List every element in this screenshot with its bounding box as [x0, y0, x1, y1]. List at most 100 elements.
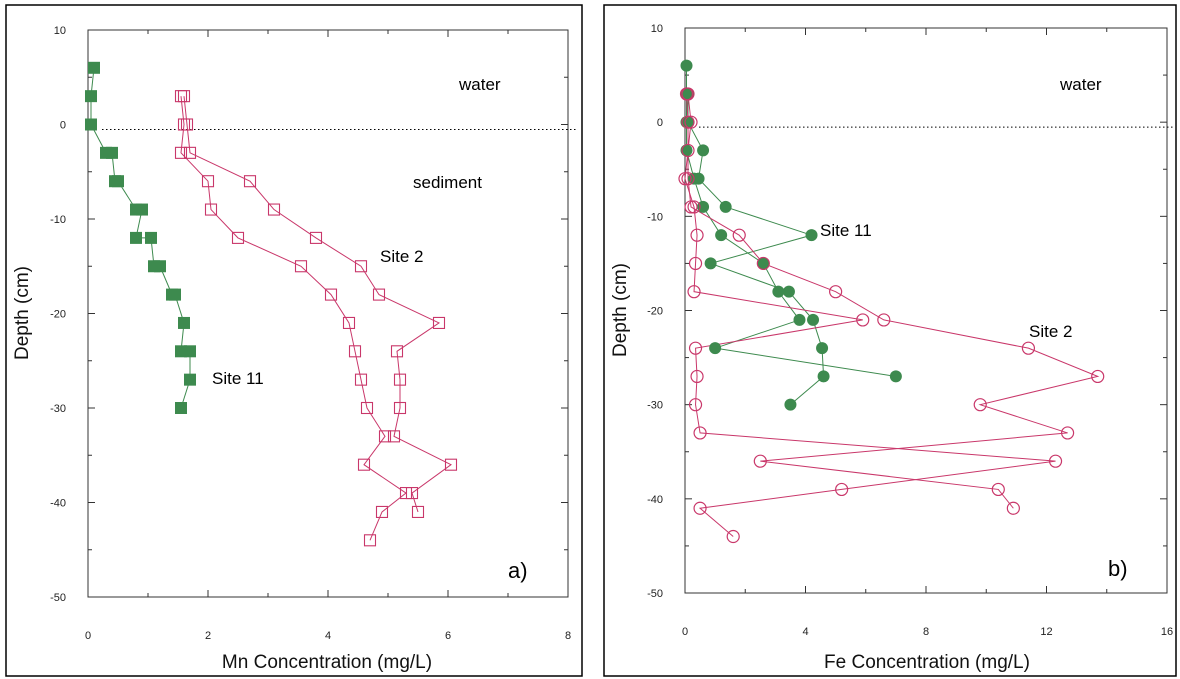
data-point-site2-b — [726, 529, 740, 544]
series-line-site2-b — [687, 93, 1100, 509]
x-tick-label-b: 4 — [802, 626, 808, 638]
data-point-site2-a — [324, 288, 338, 301]
y-tick-label-b: -40 — [647, 494, 663, 506]
data-point-site2-a — [375, 505, 389, 519]
x-tick-label-b: 0 — [682, 626, 688, 638]
panel-label-a: a) — [508, 558, 528, 583]
data-point-site2-b — [681, 87, 695, 101]
data-point-site2-a — [177, 90, 191, 103]
data-point-site2-a — [363, 534, 377, 547]
data-point-site11-b — [807, 313, 820, 326]
panel-a-plot-area — [87, 29, 569, 598]
data-point-site11-a — [106, 146, 118, 159]
data-point-site11-a — [169, 288, 181, 301]
y-tick-label-b: 10 — [651, 23, 663, 35]
water-label-a: water — [458, 75, 501, 94]
data-point-site2-a — [393, 373, 407, 386]
site2-label-b: Site 2 — [1029, 322, 1072, 341]
x-tick-label-a: 2 — [205, 630, 211, 642]
data-point-site2-a — [231, 231, 245, 244]
data-point-site11-b — [704, 257, 717, 270]
data-point-site2-b — [1060, 426, 1075, 440]
y-tick-label-a: -40 — [50, 498, 66, 510]
data-point-site2-b — [756, 256, 770, 271]
site2-label-a: Site 2 — [380, 247, 423, 266]
data-point-site11-a — [184, 373, 196, 386]
y-tick-label-a: -30 — [50, 403, 66, 415]
data-point-site2-a — [174, 146, 188, 159]
data-point-site2-b — [681, 172, 695, 186]
sediment-label: sediment — [413, 173, 482, 192]
data-point-site2-b — [684, 115, 698, 129]
data-point-site2-b — [690, 228, 704, 242]
data-point-site11-a — [154, 260, 166, 273]
data-point-site2-b — [688, 398, 703, 412]
data-point-site2-b — [1048, 454, 1063, 468]
data-point-site11-a — [130, 231, 142, 244]
site11-label-b: Site 11 — [820, 221, 872, 240]
data-point-site2-b — [835, 482, 849, 497]
data-point-site11-b — [782, 285, 795, 298]
data-point-site2-a — [243, 175, 257, 188]
data-point-site2-b — [687, 285, 701, 299]
data-point-site2-a — [267, 203, 281, 216]
y-tick-label-a: 10 — [54, 25, 66, 37]
data-point-site2-a — [180, 118, 194, 131]
panel-b-plot-area — [684, 27, 1168, 594]
x-tick-label-a: 0 — [85, 630, 91, 642]
data-point-site2-b — [681, 115, 695, 129]
data-point-site2-a — [204, 203, 218, 216]
data-point-site2-b — [693, 501, 707, 515]
data-point-site2-a — [183, 146, 197, 159]
panel-a-frame — [5, 4, 583, 677]
data-point-site11-b — [715, 229, 728, 242]
x-tick-label-b: 16 — [1161, 626, 1173, 638]
data-point-site11-a — [85, 90, 97, 103]
panel-label-b: b) — [1108, 556, 1128, 581]
data-point-site11-b — [816, 342, 829, 355]
data-point-site11-a — [112, 175, 124, 188]
data-point-site2-a — [354, 373, 368, 386]
data-point-site11-b — [805, 229, 818, 242]
series-line-site2-b — [684, 93, 1056, 537]
data-point-site2-a — [348, 345, 362, 358]
data-point-site2-a — [357, 458, 371, 471]
x-axis-title-a: Mn Concentration (mg/L) — [222, 652, 432, 673]
data-point-site2-a — [411, 505, 425, 519]
data-point-site11-b — [889, 370, 902, 383]
series-line-site11-b — [687, 93, 825, 406]
data-point-site2-b — [877, 313, 891, 327]
data-point-site11-b — [692, 172, 705, 185]
data-point-site2-a — [201, 175, 215, 188]
series-line-site2-a — [180, 96, 407, 541]
data-point-site2-b — [856, 313, 870, 327]
data-point-site11-a — [88, 61, 100, 74]
data-point-site2-a — [294, 260, 308, 273]
data-point-site11-b — [680, 59, 693, 72]
data-point-site11-b — [719, 200, 732, 213]
data-point-site2-b — [753, 454, 767, 468]
data-point-site11-a — [136, 203, 148, 216]
y-tick-label-b: 0 — [657, 117, 663, 129]
data-point-site11-b — [817, 370, 830, 383]
data-point-site2-b — [1006, 501, 1020, 515]
data-point-site2-b — [1021, 341, 1036, 355]
y-tick-label-b: -20 — [647, 306, 663, 318]
data-point-site11-a — [184, 345, 196, 358]
data-point-site2-b — [991, 482, 1005, 497]
data-point-site2-a — [354, 260, 368, 273]
data-point-site2-b — [693, 426, 707, 440]
data-point-site2-a — [378, 430, 392, 443]
data-point-site2-b — [829, 285, 843, 299]
data-point-site11-a — [145, 231, 157, 244]
data-point-site11-b — [772, 285, 785, 298]
data-point-site2-a — [372, 288, 386, 301]
x-tick-label-b: 12 — [1040, 626, 1052, 638]
data-point-site2-b — [688, 256, 703, 271]
data-point-site11-a — [85, 118, 97, 131]
data-point-site2-a — [360, 401, 374, 415]
data-point-site2-a — [342, 316, 356, 330]
data-point-site2-b — [678, 172, 692, 186]
data-point-site2-b — [690, 369, 704, 384]
data-point-site2-a — [432, 316, 446, 330]
